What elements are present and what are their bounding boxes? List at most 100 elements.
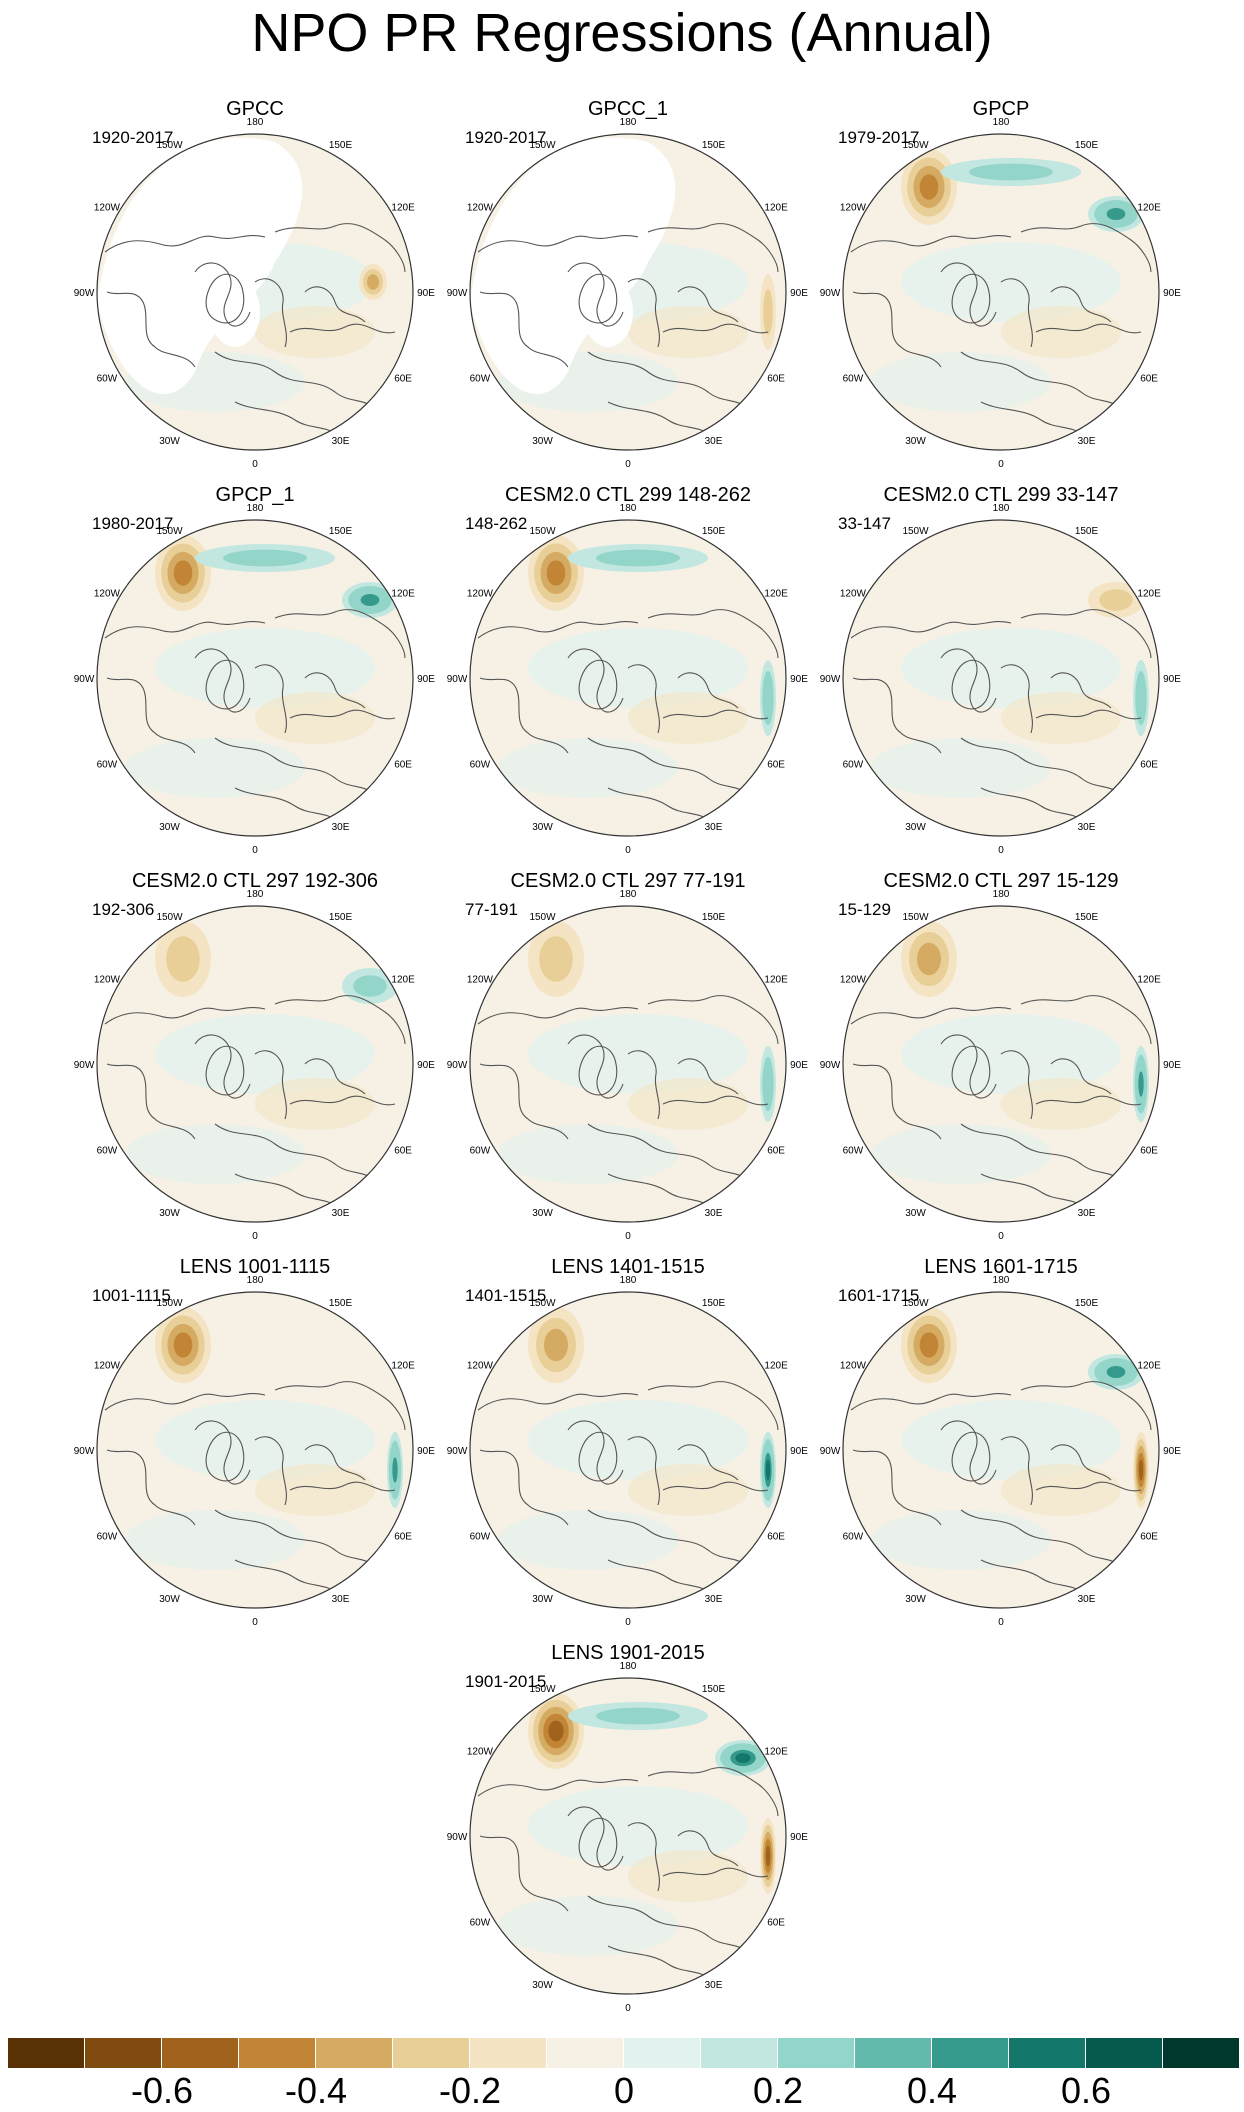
coastline — [677, 672, 739, 709]
map-panel-lens-1901-2015: LENS 1901-2015 1901-2015 180 150E 120E 90E 6… — [447, 1642, 809, 2014]
lbl-60e: 60E — [767, 374, 785, 385]
lbl-150w: 150W — [902, 912, 929, 923]
lbl-30w: 30W — [159, 1594, 180, 1605]
field-band — [255, 1078, 375, 1130]
anomaly-contour — [1106, 208, 1126, 220]
panel-title: CESM2.0 CTL 297 15-129 — [883, 870, 1119, 892]
field-band — [871, 352, 1051, 412]
lbl-0: 0 — [998, 1231, 1004, 1242]
map-boundary — [96, 133, 414, 451]
coastline — [477, 621, 639, 639]
lbl-150w: 150W — [529, 1684, 556, 1695]
coastline-greenland — [205, 659, 245, 710]
field-band — [901, 1400, 1121, 1480]
anomaly-contour — [764, 681, 772, 715]
map-field — [470, 134, 786, 450]
anomaly-contour — [765, 1845, 771, 1867]
lbl-90w: 90W — [447, 288, 468, 299]
polar-map: 180 150E 120E 90E 60E 30E 0 30W 60W 90W 120W 150W — [820, 889, 1182, 1242]
lbl-180: 180 — [620, 889, 637, 900]
coastline — [852, 291, 942, 368]
coastline — [647, 1767, 779, 1817]
lbl-180: 180 — [993, 1275, 1010, 1286]
lbl-150w: 150W — [529, 526, 556, 537]
anomaly-contour — [1138, 1459, 1144, 1481]
coastline — [850, 621, 1012, 639]
coastline — [567, 1420, 624, 1485]
lbl-120e: 120E — [391, 1361, 415, 1372]
map-panel-lens-1001-1115: LENS 1001-1115 1001-1115 180 150E 120E 90E 6… — [74, 1256, 436, 1628]
coastline — [607, 1559, 714, 1596]
lbl-60w: 60W — [470, 1532, 491, 1543]
anomaly-contour — [173, 1332, 193, 1358]
coastline — [1035, 1095, 1142, 1106]
coastline — [647, 1381, 779, 1431]
coastline — [677, 1444, 739, 1481]
lbl-60w: 60W — [97, 1146, 118, 1157]
anomaly-contour — [392, 1457, 398, 1483]
field-band — [255, 306, 375, 358]
anomaly-contour — [735, 1753, 751, 1763]
lbl-60e: 60E — [394, 1532, 412, 1543]
field-band — [1001, 1464, 1121, 1516]
lbl-150w: 150W — [156, 912, 183, 923]
map-boundary — [96, 519, 414, 837]
coastline — [1000, 278, 1033, 348]
lbl-120w: 120W — [94, 1361, 121, 1372]
lbl-60w: 60W — [843, 760, 864, 771]
field-band — [901, 1014, 1121, 1094]
coastline — [234, 401, 341, 438]
colorbar-tick-label: 0.4 — [906, 2070, 958, 2111]
lbl-90w: 90W — [447, 1060, 468, 1071]
coastline — [627, 278, 660, 348]
anomaly-contour — [917, 942, 941, 976]
lbl-120w: 120W — [94, 975, 121, 986]
lbl-120w: 120W — [467, 203, 494, 214]
lbl-60w: 60W — [843, 1532, 864, 1543]
lbl-60w: 60W — [97, 1532, 118, 1543]
coastline — [980, 401, 1087, 438]
colorbar-swatch — [1086, 2038, 1162, 2068]
lbl-30e: 30E — [332, 822, 350, 833]
lbl-150w: 150W — [156, 140, 183, 151]
lbl-90e: 90E — [417, 288, 435, 299]
coastline-greenland — [205, 1431, 245, 1482]
lbl-30e: 30E — [1078, 436, 1096, 447]
coastline — [274, 609, 406, 659]
coastline — [567, 648, 624, 713]
coastline-greenland — [578, 273, 618, 324]
coastline — [106, 1063, 196, 1140]
coastline-greenland — [951, 659, 991, 710]
coastline — [214, 351, 376, 411]
coastline — [304, 1058, 366, 1095]
lbl-150e: 150E — [702, 140, 726, 151]
coastline — [304, 672, 366, 709]
anomaly-contour — [596, 1707, 680, 1725]
field-band — [901, 242, 1121, 322]
field-band — [125, 1124, 305, 1184]
lbl-60e: 60E — [394, 374, 412, 385]
anomaly-contour — [1099, 589, 1133, 611]
coastline — [677, 1058, 739, 1095]
map-field — [97, 906, 413, 1222]
coastline — [477, 1007, 639, 1025]
field-band — [1001, 1078, 1121, 1130]
coastline-greenland — [578, 1817, 618, 1868]
anomaly-contour — [1106, 1366, 1126, 1378]
lbl-60w: 60W — [843, 1146, 864, 1157]
lbl-30e: 30E — [1078, 1594, 1096, 1605]
coastline-greenland — [951, 1045, 991, 1096]
coastline-greenland — [578, 1045, 618, 1096]
colorbar-tick-label: 0.6 — [1060, 2070, 1112, 2111]
coastline — [852, 677, 942, 754]
coastline — [104, 1393, 266, 1411]
field-band — [628, 1464, 748, 1516]
polar-map: 180 150E 120E 90E 60E 30E 0 30W 60W 90W 120W 150W — [447, 889, 809, 1242]
lbl-90w: 90W — [74, 1446, 95, 1457]
field-band — [155, 1400, 375, 1480]
lbl-90w: 90W — [447, 674, 468, 685]
lbl-120w: 120W — [94, 589, 121, 600]
anomaly-contour — [763, 289, 773, 335]
coastline — [479, 1063, 569, 1140]
coastline-greenland — [578, 659, 618, 710]
